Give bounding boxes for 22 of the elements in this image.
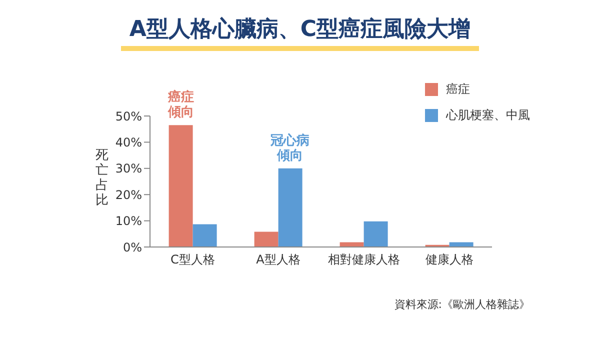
source-note: 資料來源:《歐洲人格雜誌》: [394, 297, 530, 312]
bar: [278, 168, 302, 247]
x-tick-label: C型人格: [170, 252, 215, 267]
y-tick-label: 30%: [115, 162, 142, 176]
x-tick-label: 健康人格: [425, 252, 474, 267]
annotation: 癌症傾向: [166, 89, 194, 120]
bar: [254, 232, 278, 247]
annotation: 冠心病傾向: [270, 132, 310, 164]
legend-label: 癌症: [445, 80, 471, 98]
bar: [168, 125, 193, 247]
y-tick-label: 40%: [115, 135, 142, 150]
bar: [192, 224, 217, 247]
x-tick-label: A型人格: [256, 252, 300, 267]
y-tick-label: 10%: [115, 214, 142, 228]
y-axis-title: 死亡占比: [96, 148, 108, 208]
y-tick-label: 0%: [122, 240, 142, 254]
bar: [364, 221, 388, 247]
chart-title: A型人格心臟病、C型癌症風險大增: [121, 14, 479, 51]
y-tick-label: 20%: [115, 188, 142, 202]
y-tick-label: 50%: [115, 109, 142, 124]
x-tick-label: 相對健康人格: [328, 252, 400, 267]
legend-label: 心肌梗塞、中風: [445, 106, 530, 124]
